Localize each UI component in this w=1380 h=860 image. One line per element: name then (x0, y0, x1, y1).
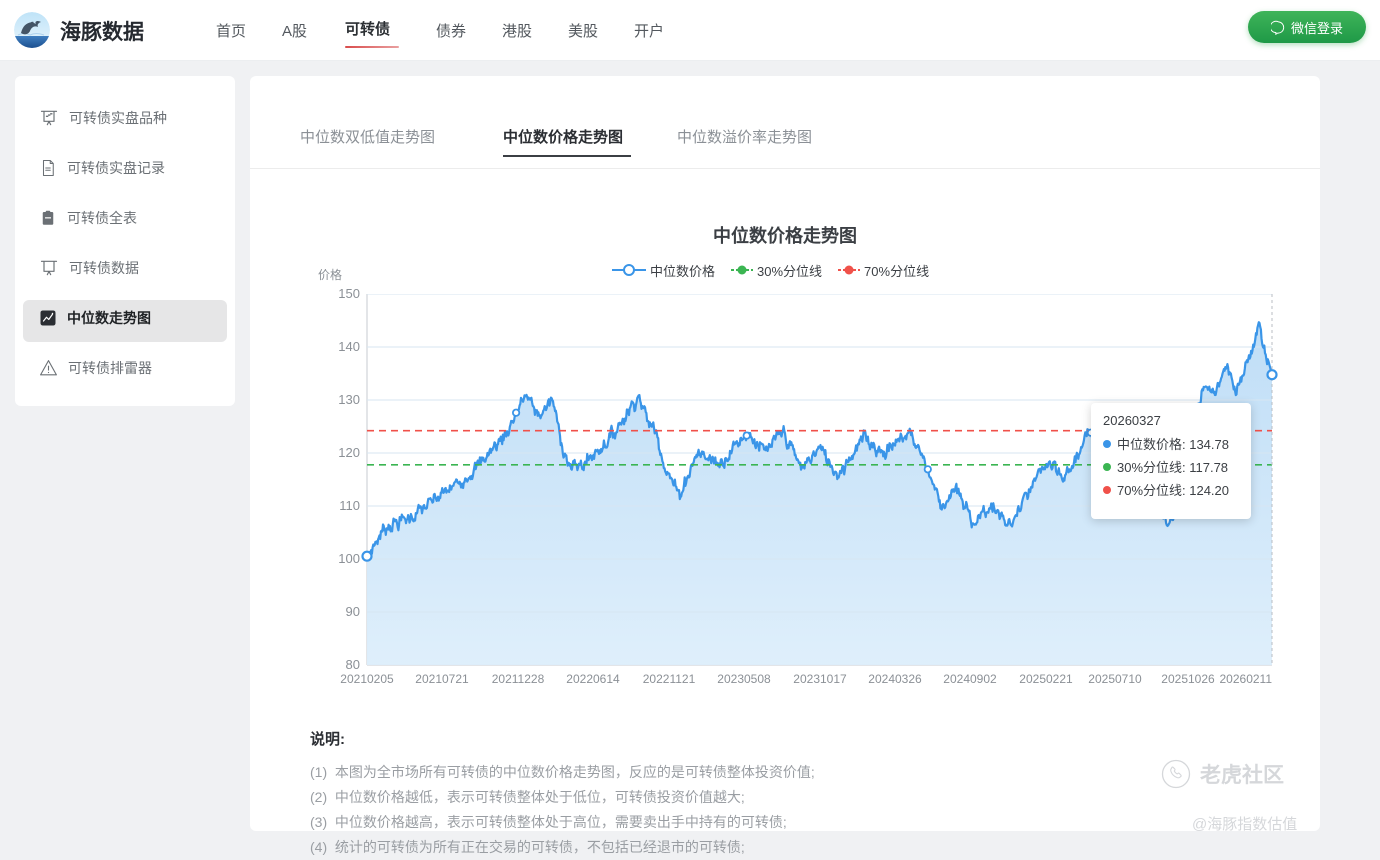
svg-text:20210205: 20210205 (340, 672, 394, 683)
svg-text:100: 100 (338, 551, 360, 566)
svg-text:140: 140 (338, 339, 360, 354)
svg-text:20231017: 20231017 (793, 672, 847, 683)
svg-text:20230508: 20230508 (717, 672, 771, 683)
svg-text:20211228: 20211228 (492, 672, 545, 683)
svg-text:20240326: 20240326 (868, 672, 922, 683)
svg-text:20260211: 20260211 (1220, 672, 1273, 683)
svg-text:20250221: 20250221 (1019, 672, 1073, 683)
svg-text:20221121: 20221121 (643, 672, 696, 683)
svg-text:20250710: 20250710 (1088, 672, 1142, 683)
svg-text:80: 80 (346, 657, 360, 672)
svg-text:20210721: 20210721 (415, 672, 469, 683)
svg-text:120: 120 (338, 445, 360, 460)
svg-text:110: 110 (339, 498, 360, 513)
svg-text:20251026: 20251026 (1161, 672, 1215, 683)
svg-text:130: 130 (338, 392, 360, 407)
svg-text:150: 150 (338, 286, 360, 301)
svg-text:20240902: 20240902 (943, 672, 997, 683)
svg-text:20220614: 20220614 (566, 672, 620, 683)
svg-text:90: 90 (346, 604, 360, 619)
